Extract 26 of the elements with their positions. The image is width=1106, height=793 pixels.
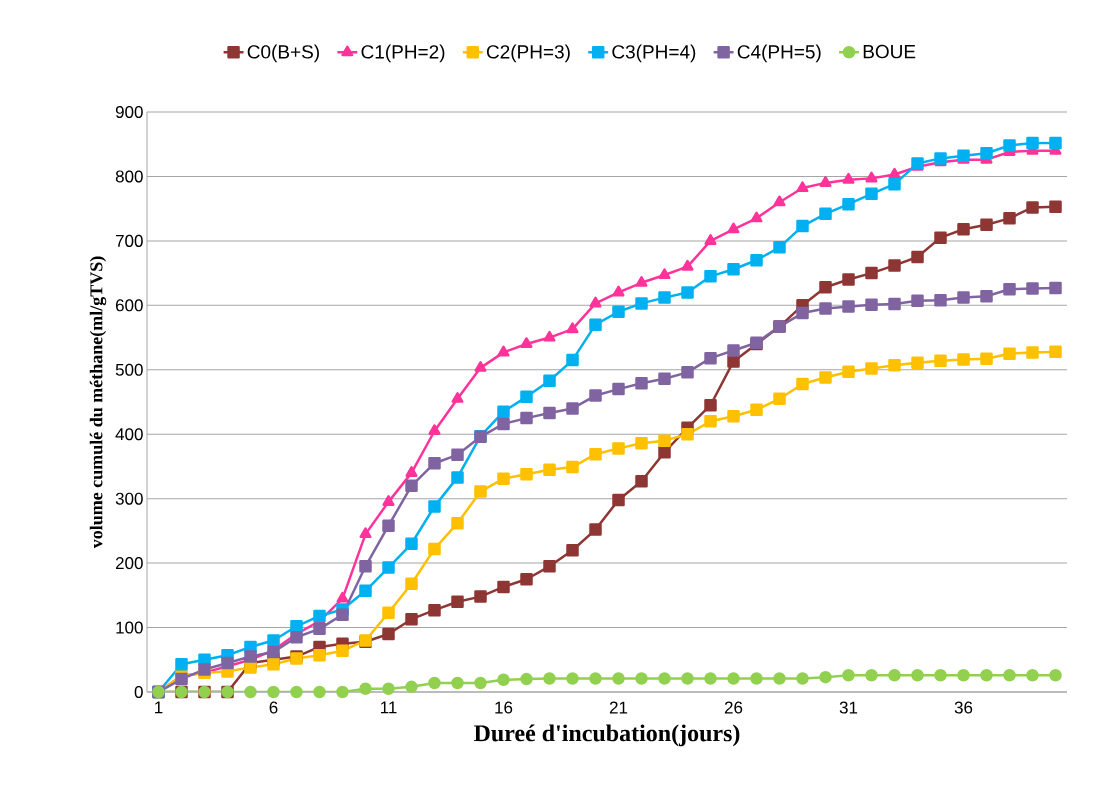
legend-label: C4(PH=5) (737, 44, 821, 63)
x-tick-label: 21 (609, 701, 628, 714)
legend-label: C1(PH=2) (361, 44, 445, 63)
legend-label: C3(PH=4) (612, 44, 696, 63)
y-tick-label: 900 (115, 105, 143, 119)
y-tick-label: 600 (115, 299, 143, 312)
y-axis-title: volume cumulé du méthane(ml/gTVS) (89, 256, 107, 549)
x-tick-label: 6 (269, 701, 278, 714)
y-tick-label: 200 (115, 557, 143, 570)
x-tick-label: 11 (380, 701, 397, 714)
y-tick-label: 0 (134, 685, 143, 699)
x-tick-label: 26 (724, 701, 743, 714)
y-tick-label: 800 (115, 170, 143, 183)
y-tick-label: 100 (116, 621, 143, 634)
legend-label: C2(PH=3) (486, 44, 570, 63)
y-tick-label: 700 (115, 234, 143, 247)
legend-label: C0(B+S) (247, 44, 319, 63)
x-tick-label: 16 (495, 701, 513, 714)
y-tick-label: 400 (115, 428, 143, 441)
legend-label: BOUE (863, 44, 916, 59)
y-tick-label: 500 (115, 363, 143, 376)
x-tick-label: 1 (155, 701, 163, 714)
x-tick-label: 31 (839, 701, 858, 714)
x-axis-title: Dureé d'incubation(jours) (473, 724, 740, 747)
y-tick-label: 300 (115, 492, 143, 505)
x-tick-label: 36 (954, 701, 973, 714)
